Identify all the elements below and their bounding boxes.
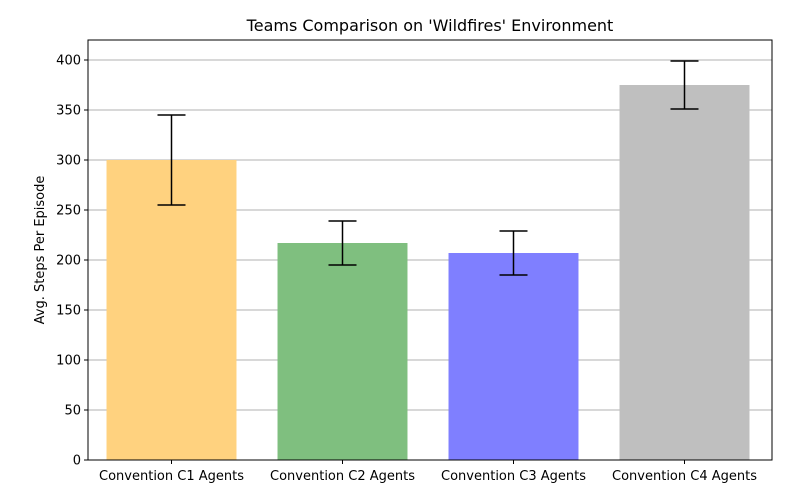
- y-tick-label-7: 350: [56, 104, 81, 119]
- plot-frame: [87, 39, 773, 461]
- error-bars: [157, 60, 699, 276]
- bar-1: [106, 160, 237, 460]
- bars: [106, 85, 750, 460]
- y-tick-label-4: 200: [56, 254, 81, 269]
- y-tick-label-3: 150: [56, 304, 81, 319]
- x-tick-label-4: Convention C4 Agents: [612, 469, 757, 484]
- chart-title: Teams Comparison on 'Wildfires' Environm…: [246, 16, 614, 35]
- y-axis-label: Avg. Steps Per Episode: [33, 176, 48, 325]
- x-axis-ticks: Convention C1 Agents Convention C2 Agents…: [99, 460, 757, 484]
- y-tick-label-1: 50: [64, 404, 81, 419]
- error-bar-3: [499, 230, 528, 276]
- y-axis-ticks: 0 50 100 150 200 250 300 350 400: [56, 54, 88, 469]
- y-tick-label-2: 100: [56, 354, 81, 369]
- x-tick-label-1: Convention C1 Agents: [99, 469, 244, 484]
- y-tick-label-0: 0: [73, 454, 81, 469]
- bar-2: [277, 243, 408, 460]
- bar-4: [619, 85, 750, 460]
- error-bar-4: [670, 60, 699, 110]
- error-bar-1: [157, 114, 186, 206]
- error-bar-2: [328, 220, 357, 266]
- x-tick-label-3: Convention C3 Agents: [441, 469, 586, 484]
- y-tick-label-6: 300: [56, 154, 81, 169]
- bar-3: [448, 253, 579, 460]
- x-tick-label-2: Convention C2 Agents: [270, 469, 415, 484]
- y-tick-label-8: 400: [56, 54, 81, 69]
- y-tick-label-5: 250: [56, 204, 81, 219]
